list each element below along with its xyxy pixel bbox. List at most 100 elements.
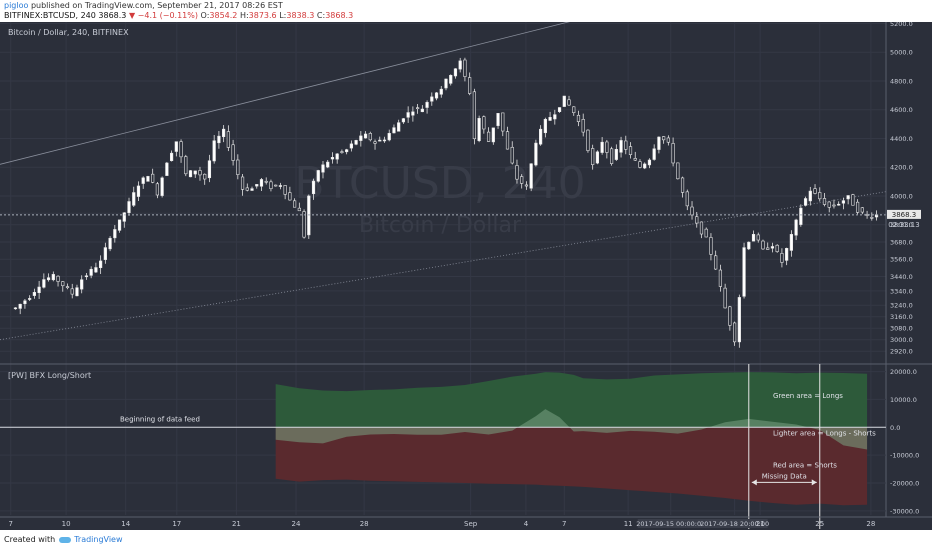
candle-body [160,177,164,196]
candle-body [439,88,443,95]
candle-body [226,131,230,148]
candle-body [411,111,415,116]
candle-body [837,203,841,206]
annotation-missing-data: Missing Data [762,472,807,480]
publish-header: pigloo published on TradingView.com, Sep… [0,0,932,22]
price-tick-label: 5000.0 [890,49,913,57]
candle-body [311,180,316,195]
high-value: 3873.6 [248,11,277,20]
candle-body [179,141,183,158]
price-axis[interactable]: 5200.0 5000.0 4800.0 4600.0 4400.0 4200.0 4000… [890,22,913,356]
candle-body [61,281,65,287]
candle-body [567,99,571,106]
candle-body [444,78,448,89]
candle-body [714,255,718,270]
candle-body [586,129,590,151]
candle-body [600,141,604,153]
trend-lines[interactable] [0,22,887,341]
upper-trend-line[interactable] [0,22,620,165]
candle-body [307,195,311,236]
candle-body [808,190,812,202]
time-tick-label: 2017-09-18 20:00:00 [700,520,769,528]
candle-body [288,192,292,201]
close-value: 3868.3 [325,11,354,20]
candle-body [614,148,618,160]
candle-body [548,117,552,121]
candle-body [217,135,221,144]
candle-body [37,286,41,293]
low-label: L: [279,11,287,20]
candle-body [184,156,188,175]
indicator-tick-label: 0.0 [890,424,900,432]
candle-body [799,207,803,225]
candle-body [434,92,439,99]
missing-data-markers [748,364,821,529]
candle-body [818,192,822,200]
candle-body [709,237,713,255]
time-tick-label: 28 [866,520,875,528]
candle-body [23,300,27,305]
candle-body [510,146,514,164]
candle-body [453,68,458,77]
candle-body [32,292,36,296]
candle-body [685,191,689,207]
legend-longs: Green area = Longs [773,392,843,400]
candle-body [827,201,831,208]
candle-body [42,279,46,288]
candle-body [269,181,273,190]
bar-countdown: 02:33:13 [888,221,919,229]
arrow-right-icon [811,479,817,486]
candle-body [529,163,533,189]
publish-line: pigloo published on TradingView.com, Sep… [4,1,283,10]
candle-body [595,151,599,164]
candle-body [382,139,387,142]
candle-body [94,267,98,273]
candle-body [236,159,240,175]
high-label: H: [239,11,249,20]
candle-body [553,114,557,120]
candle-body [155,183,159,196]
candle-body [392,127,396,134]
candle-body [359,135,363,141]
candle-body [51,274,55,281]
candle-body [430,96,434,102]
chart-area[interactable]: BTCUSD, 240 Bitcoin / Dollar Bitcoin / D… [0,22,932,530]
candle-body [747,241,751,250]
author-link[interactable]: pigloo [4,1,29,10]
longs-area [275,372,868,428]
indicator-tick-label: -10000.0 [890,452,919,460]
candle-body [302,211,306,238]
candle-body [321,164,325,173]
candle-body [728,306,732,326]
time-axis-marker-bg [701,519,768,528]
candle-body [770,246,775,249]
footer: Created with TradingView [0,530,932,550]
candle-body [501,112,505,132]
candle-body [193,170,197,175]
last-price: 3868.3 [98,11,127,20]
indicator-tick-label: -30000.0 [890,507,919,515]
time-tick-label: 24 [292,520,301,528]
indicator-axis[interactable]: 20000.0 10000.0 0.0 -10000.0 -20000.0 -30000.… [890,368,919,515]
watermark-symbol: BTCUSD, 240 [294,158,585,209]
candle-body [761,240,765,250]
candle-body [704,228,708,238]
candle-body [330,157,335,160]
price-change: ▼ −4.1 (−0.11%) [128,11,198,20]
candle-body [572,106,576,113]
tradingview-brand[interactable]: TradingView [74,535,123,544]
candle-body [756,234,760,241]
price-tick-label: 3000.0 [890,336,913,344]
candle-body [122,212,126,222]
time-axis[interactable]: 7 10 14 17 21 24 28 Sep 4 7 11 2017-09-15 00:00:002… [8,519,875,528]
indicator-tick-label: -20000.0 [890,479,919,487]
candle-body [676,162,680,180]
candle-body [363,133,368,139]
longs-minus-shorts-area [275,409,868,450]
candle-body [591,148,595,165]
time-tick-label: 21 [232,520,241,528]
symbol-label[interactable]: BITFINEX:BTCUSD, 240 [4,11,96,20]
candle-body [482,116,486,130]
candle-body [240,176,245,190]
candle-body [354,140,358,145]
